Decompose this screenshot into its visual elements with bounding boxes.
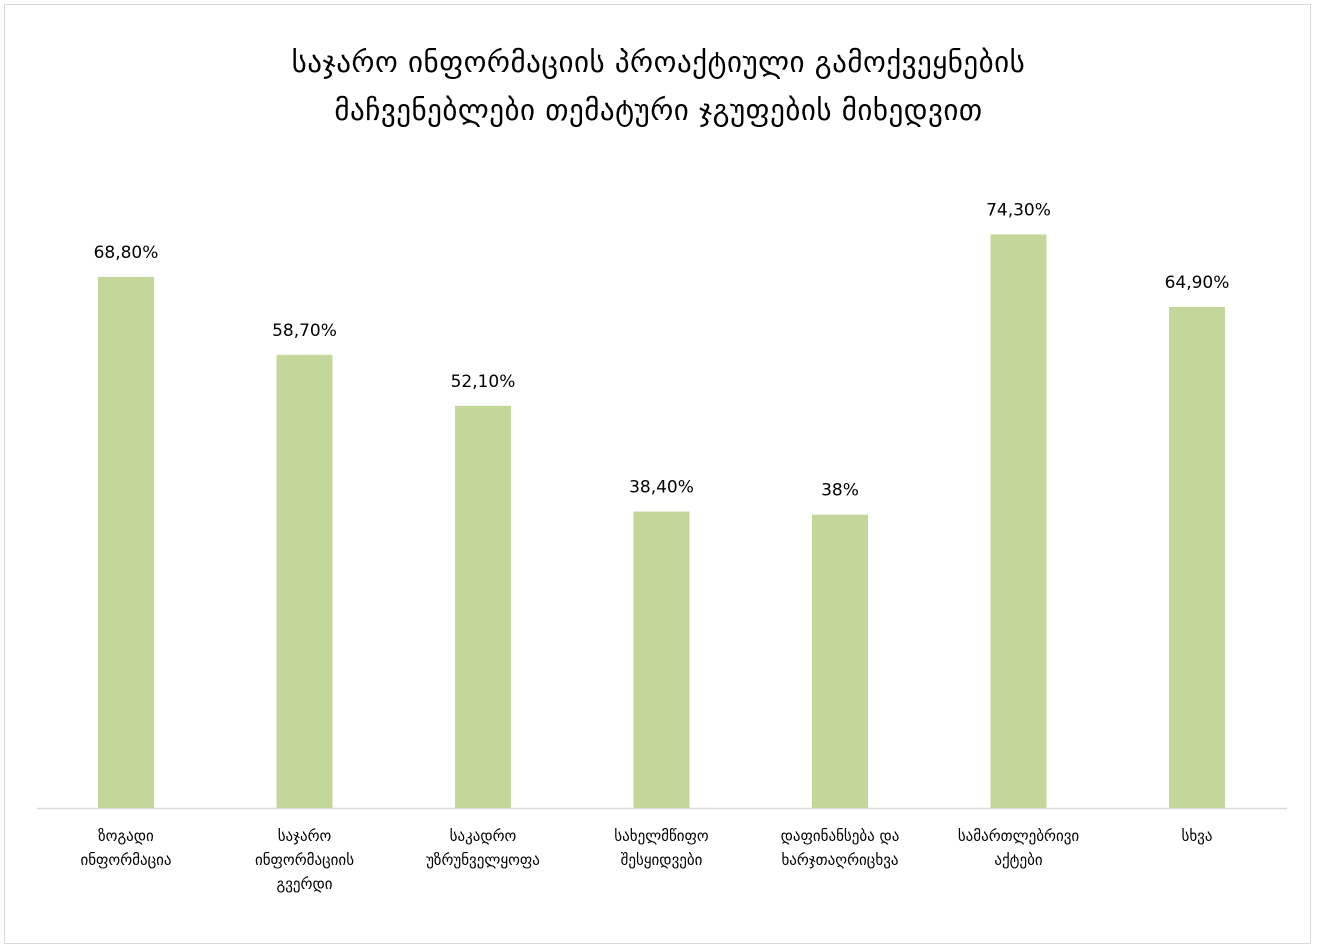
category-label-3-line-2: უზრუნველყოფა — [426, 851, 540, 869]
category-label-2: საჯარო ინფორმაციის გვერდი — [220, 824, 390, 896]
category-label-3-line-1: საკადრო — [449, 827, 517, 845]
bar-2 — [276, 354, 333, 808]
category-label-6-line-1: სამართლებრივი — [957, 827, 1080, 845]
data-label-7: 64,90% — [1165, 273, 1230, 293]
category-label-6-line-2: აქტები — [994, 851, 1043, 869]
category-label-6: სამართლებრივი აქტები — [934, 824, 1104, 872]
category-label-3: საკადრო უზრუნველყოფა — [398, 824, 568, 872]
chart-title-line-2: მაჩვენებლები თემატური ჯგუფების მიხედვით — [334, 93, 983, 127]
category-label-5-line-1: დაფინანსება და — [780, 827, 900, 845]
category-label-5-line-2: ხარჯთაღრიცხვა — [781, 851, 899, 869]
category-label-4: სახელმწიფო შესყიდვები — [577, 824, 747, 872]
category-label-7: სხვა — [1112, 824, 1282, 848]
data-label-2: 58,70% — [272, 321, 337, 341]
category-label-7-line-1: სხვა — [1181, 827, 1213, 845]
data-label-6: 74,30% — [986, 200, 1051, 220]
data-label-5: 38% — [821, 481, 859, 501]
bar-4 — [633, 511, 690, 808]
category-label-1: ზოგადი ინფორმაცია — [41, 824, 211, 872]
bar-5 — [812, 514, 868, 808]
data-label-4: 38,40% — [629, 478, 694, 498]
category-label-5: დაფინანსება და ხარჯთაღრიცხვა — [755, 824, 925, 872]
data-label-1: 68,80% — [94, 243, 159, 263]
category-label-2-line-1: საჯარო — [277, 827, 332, 845]
bar-1 — [98, 276, 154, 808]
category-label-2-line-3: გვერდი — [276, 875, 333, 893]
bar-6 — [990, 234, 1047, 809]
bar-3 — [455, 405, 511, 808]
category-label-4-line-2: შესყიდვები — [620, 851, 703, 869]
category-label-1-line-2: ინფორმაცია — [80, 851, 172, 869]
chart-title-line-1: საჯარო ინფორმაციის პროაქტიული გამოქვეყნე… — [291, 45, 1026, 79]
data-label-3: 52,10% — [451, 372, 516, 392]
category-label-1-line-1: ზოგადი — [98, 827, 154, 845]
category-label-2-line-2: ინფორმაციის — [254, 851, 355, 869]
bar-7 — [1169, 306, 1225, 808]
chart-title: საჯარო ინფორმაციის პროაქტიული გამოქვეყნე… — [0, 38, 1317, 134]
category-label-4-line-1: სახელმწიფო — [614, 827, 709, 845]
